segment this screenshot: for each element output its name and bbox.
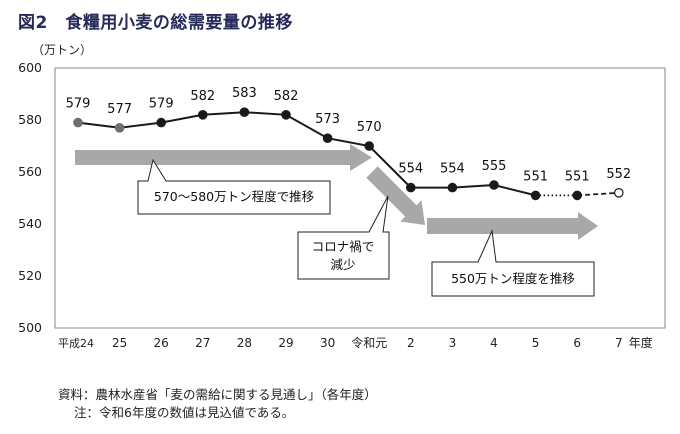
data-label: 554 — [398, 162, 423, 177]
data-point — [530, 190, 541, 201]
data-point — [489, 180, 499, 190]
data-point — [239, 107, 250, 117]
data-label: 555 — [482, 159, 507, 174]
chart-title: 図2 食糧用小麦の総需要量の推移 — [18, 13, 293, 33]
data-label: 579 — [66, 97, 91, 112]
plot-frame — [54, 67, 666, 329]
series-line — [77, 111, 536, 197]
data-label: 579 — [149, 97, 174, 112]
annotation-text: 570～580万トン程度で推移 — [154, 189, 314, 204]
x-tick-label: 25 — [112, 336, 127, 350]
data-point — [156, 117, 166, 128]
data-label: 551 — [565, 169, 590, 184]
data-point — [73, 117, 83, 128]
y-tick-label: 500 — [18, 320, 42, 335]
data-point — [281, 110, 291, 120]
y-tick-label: 600 — [18, 60, 42, 75]
trend-arrow-decrease — [366, 166, 425, 225]
x-axis-title: 年度 — [629, 335, 653, 350]
x-tick-label: 5 — [532, 336, 540, 350]
x-tick-label: 3 — [449, 336, 457, 350]
data-point — [447, 182, 458, 193]
data-label: 582 — [274, 89, 299, 104]
x-tick-label: 30 — [320, 336, 335, 350]
data-label: 551 — [523, 169, 548, 184]
x-tick-label: 4 — [490, 336, 498, 350]
data-label: 573 — [315, 112, 340, 127]
x-tick-label: 令和元 — [351, 335, 387, 350]
x-tick-label: 7 — [615, 336, 623, 350]
source-note: 資料：農林水産省「麦の需給に関する見通し」（各年度） — [58, 387, 377, 402]
footnote: 注：令和6年度の数値は見込値である。 — [74, 405, 295, 420]
annotation-text: 減少 — [330, 257, 355, 272]
annotation-text: コロナ禍で — [312, 239, 375, 254]
y-tick-label: 540 — [18, 216, 42, 231]
annotation-text: 550万トン程度を推移 — [451, 271, 575, 286]
data-point — [572, 190, 582, 201]
trend-arrow-stable-550 — [427, 212, 598, 240]
data-point — [405, 182, 416, 193]
data-point — [364, 141, 374, 151]
data-point — [198, 110, 208, 120]
data-label: 582 — [190, 89, 215, 104]
x-tick-label: 29 — [278, 336, 293, 350]
data-label: 577 — [107, 102, 132, 117]
annotation-550: 550万トン程度を推移 — [431, 229, 595, 297]
data-point — [613, 188, 624, 198]
x-tick-label: 平成24 — [58, 337, 94, 350]
data-label: 583 — [232, 86, 257, 101]
data-label: 570 — [357, 120, 382, 135]
series-line-forecast — [577, 191, 619, 197]
trend-arrow-stable — [75, 144, 372, 171]
y-tick-label: 520 — [18, 268, 42, 283]
y-tick-label: 580 — [18, 112, 42, 127]
annotation-stable: 570～580万トン程度で推移 — [137, 158, 331, 215]
data-label: 552 — [606, 167, 631, 182]
x-tick-label: 6 — [573, 336, 581, 350]
x-tick-label: 28 — [237, 336, 252, 350]
x-tick-label: 2 — [407, 336, 415, 350]
data-point — [114, 123, 125, 133]
x-tick-label: 26 — [154, 336, 169, 350]
y-axis-title: （万トン） — [32, 43, 92, 57]
y-tick-label: 560 — [18, 164, 42, 179]
data-label: 554 — [440, 162, 465, 177]
data-point — [322, 133, 333, 143]
x-tick-label: 27 — [195, 336, 210, 350]
